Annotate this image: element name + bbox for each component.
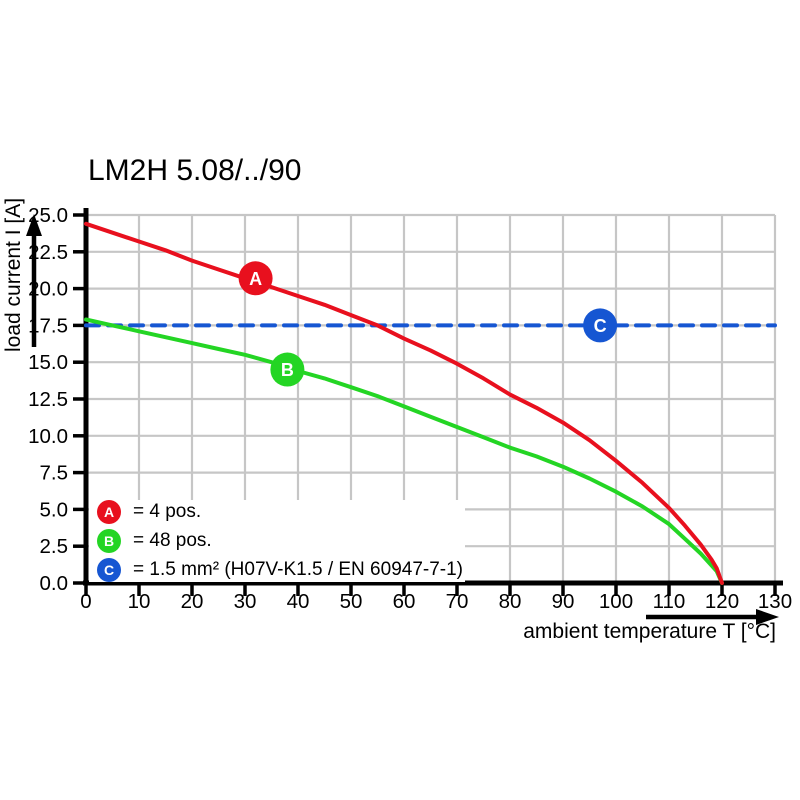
x-axis-label: ambient temperature T [°C] — [523, 620, 776, 643]
y-tick-label: 22.5 — [28, 241, 68, 264]
x-tick-label: 0 — [80, 590, 91, 613]
x-tick-label: 20 — [181, 590, 204, 613]
x-axis-arrow-icon — [756, 609, 779, 625]
legend-item-a: A = 4 pos. — [97, 500, 465, 525]
legend-label-b: = 48 pos. — [133, 530, 212, 551]
x-tick-label: 110 — [653, 590, 686, 613]
legend-item-c: C = 1.5 mm² (H07V-K1.5 / EN 60947-7-1) — [97, 557, 465, 582]
y-tick-label: 20.0 — [28, 278, 68, 301]
legend-label-c: = 1.5 mm² (H07V-K1.5 / EN 60947-7-1) — [133, 558, 464, 580]
y-tick-label: 7.5 — [40, 462, 69, 485]
legend: A = 4 pos. B = 48 pos. C = 1.5 mm² (H07V… — [89, 500, 465, 582]
legend-marker-a-icon: A — [97, 500, 121, 525]
chart-title: LM2H 5.08/../90 — [88, 154, 302, 187]
curve-A — [84, 221, 724, 585]
legend-item-b: B = 48 pos. — [97, 529, 465, 554]
curve-marker-a-letter: A — [249, 269, 262, 289]
x-tick-label: 60 — [393, 590, 416, 613]
legend-marker-b-icon: B — [97, 529, 121, 553]
curve-marker-b-icon — [270, 352, 305, 387]
x-tick-label: 90 — [552, 590, 575, 613]
legend-label-a: = 4 pos. — [133, 501, 202, 523]
x-tick-label: 100 — [599, 590, 633, 613]
y-tick-label: 5.0 — [40, 498, 69, 521]
curve-marker-c-letter: C — [594, 316, 607, 336]
x-tick-label: 80 — [499, 590, 522, 613]
x-tick-label: 120 — [705, 590, 739, 613]
curve-marker-a-icon — [238, 261, 273, 296]
y-tick-label: 25.0 — [28, 204, 68, 227]
y-axis-arrow-icon — [26, 214, 42, 236]
y-tick-label: 12.5 — [28, 388, 68, 411]
y-tick-label: 2.5 — [40, 535, 69, 558]
curve-B — [84, 317, 724, 585]
y-tick-label: 0.0 — [40, 572, 69, 595]
y-tick-label: 17.5 — [28, 314, 68, 337]
y-tick-label: 10.0 — [28, 425, 68, 448]
y-axis-label: load current I [A] — [2, 197, 25, 352]
x-tick-label: 40 — [287, 590, 310, 613]
y-tick-label: 15.0 — [28, 351, 68, 374]
curve-marker-c-icon — [583, 308, 618, 343]
x-tick-label: 70 — [446, 590, 469, 613]
legend-marker-c-icon: C — [97, 557, 121, 582]
x-tick-label: 30 — [234, 590, 257, 613]
x-tick-label: 10 — [128, 590, 151, 613]
x-tick-label: 130 — [758, 590, 792, 613]
x-tick-label: 50 — [340, 590, 363, 613]
curve-marker-b-letter: B — [281, 360, 294, 380]
